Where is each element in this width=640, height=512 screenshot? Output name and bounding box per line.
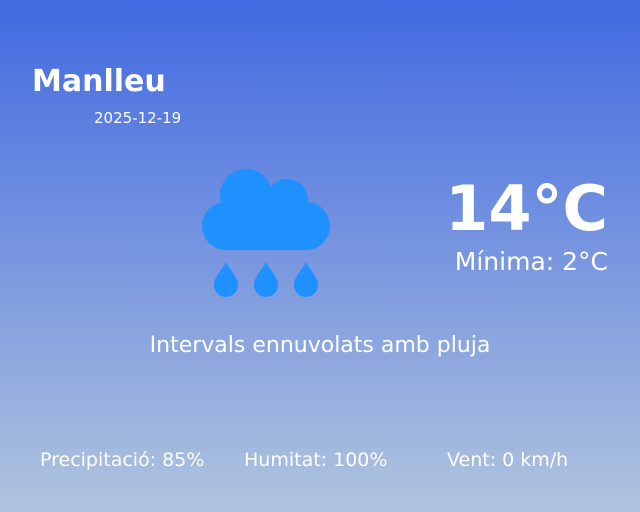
city-name: Manlleu	[32, 64, 166, 99]
forecast-date: 2025-12-19	[94, 109, 182, 127]
cloud-rain-icon	[202, 169, 330, 297]
wind-stat: Vent: 0 km/h	[447, 449, 569, 471]
minimum-temperature: Mínima: 2°C	[454, 247, 608, 276]
weather-description: Intervals ennuvolats amb pluja	[149, 333, 491, 358]
humidity-stat: Humitat: 100%	[244, 449, 388, 471]
precipitation-stat: Precipitació: 85%	[40, 449, 205, 471]
current-temperature: 14°C	[445, 172, 608, 245]
